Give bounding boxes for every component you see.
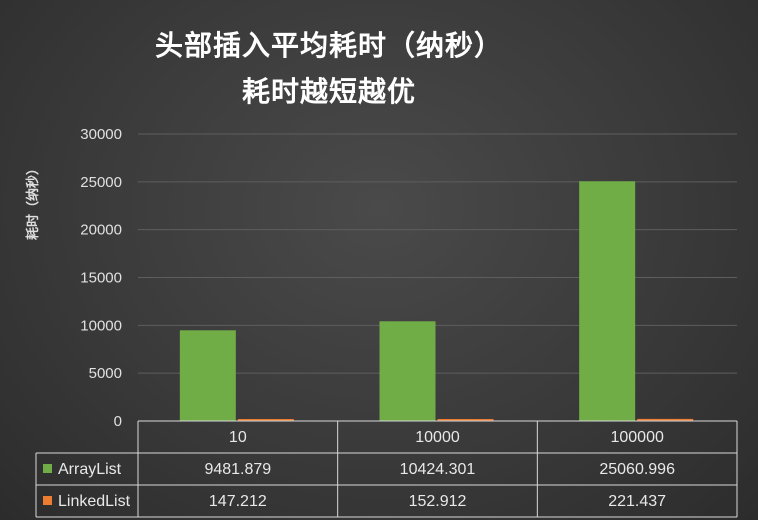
data-label: 25060.996 bbox=[599, 461, 675, 478]
y-tick-label: 20000 bbox=[80, 222, 122, 239]
bar-arraylist-2 bbox=[579, 181, 636, 421]
data-label: 9481.879 bbox=[204, 461, 271, 478]
data-label: 10424.301 bbox=[400, 461, 476, 478]
data-label: 152.912 bbox=[409, 493, 467, 510]
y-tick-label: 0 bbox=[114, 413, 122, 430]
data-label: 147.212 bbox=[209, 493, 267, 510]
legend-swatch-arraylist bbox=[43, 464, 52, 473]
category-label: 100000 bbox=[610, 429, 663, 446]
chart-subtitle: 耗时越短越优 bbox=[241, 75, 416, 108]
bar-arraylist-0 bbox=[179, 330, 236, 421]
category-label: 10 bbox=[229, 429, 247, 446]
bar-linkedlist-2 bbox=[637, 418, 694, 421]
legend-label-arraylist: ArrayList bbox=[58, 461, 122, 478]
bar-arraylist-1 bbox=[379, 321, 436, 421]
bar-linkedlist-0 bbox=[237, 419, 294, 421]
chart-title: 头部插入平均耗时（纳秒） bbox=[154, 29, 503, 62]
y-tick-label: 15000 bbox=[80, 270, 122, 287]
legend-label-linkedlist: LinkedList bbox=[58, 493, 131, 510]
y-tick-label: 30000 bbox=[80, 126, 122, 143]
legend-swatch-linkedlist bbox=[43, 496, 52, 505]
y-tick-label: 5000 bbox=[89, 365, 122, 382]
bar-linkedlist-1 bbox=[437, 419, 494, 421]
data-label: 221.437 bbox=[608, 493, 666, 510]
category-label: 10000 bbox=[415, 429, 460, 446]
y-tick-label: 10000 bbox=[80, 317, 122, 334]
y-tick-label: 25000 bbox=[80, 174, 122, 191]
